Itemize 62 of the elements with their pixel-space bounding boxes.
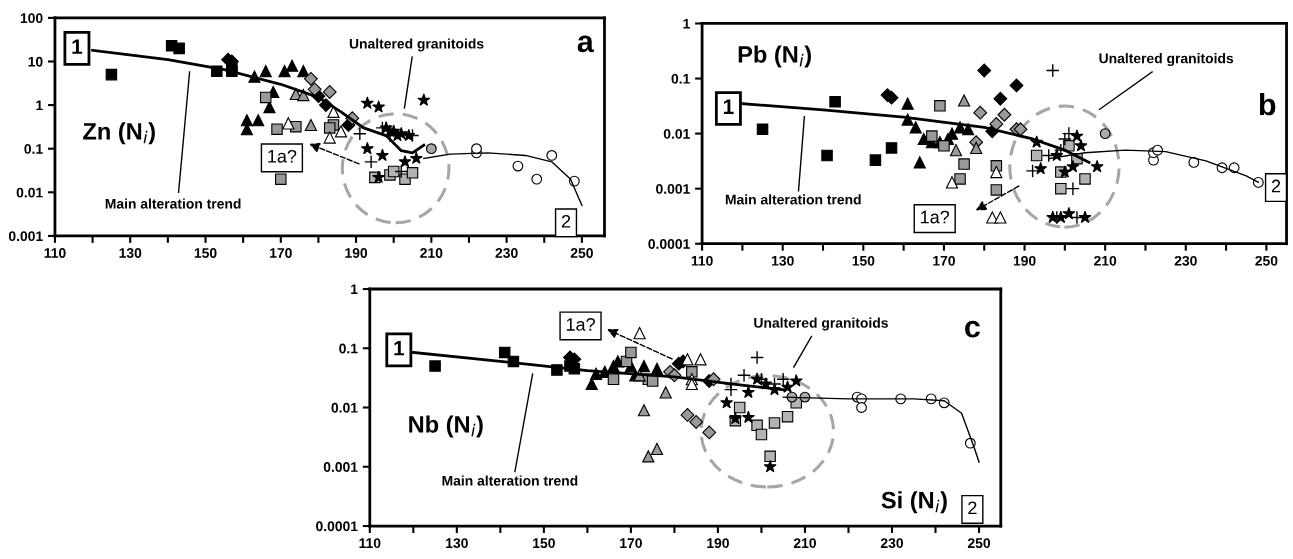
y-tick-label: 0.0001	[648, 239, 690, 249]
x-tick-label: 230	[495, 248, 518, 258]
x-tick-label: 250	[570, 248, 593, 258]
x-axis-title: Si (N$_{i}$)	[881, 491, 947, 514]
annotation: 1a?	[268, 149, 297, 163]
annotation: Unaltered granitoids	[754, 317, 888, 331]
x-tick-label: 130	[772, 255, 794, 266]
y-tick-label: 100	[20, 13, 43, 24]
annotation: b	[1259, 92, 1276, 116]
x-tick-label: 150	[194, 248, 217, 258]
y-tick-label: 0.1	[24, 144, 43, 154]
y-tick-label: 0.0001	[316, 521, 358, 532]
x-tick-label: 230	[1174, 255, 1197, 266]
x-tick-label: 110	[691, 255, 713, 266]
x-tick-label: 190	[1013, 255, 1036, 266]
y-tick-label: 1	[683, 18, 690, 29]
x-tick-label: 170	[270, 248, 292, 258]
annotation: 1	[723, 99, 734, 114]
y-tick-label: 0.1	[671, 73, 690, 84]
annotation: Main alteration trend	[725, 194, 861, 205]
annotation: Unaltered granitoids	[1099, 53, 1234, 67]
x-tick-label: 170	[620, 538, 642, 549]
y-axis-title: Nb (N$_{i}$)	[409, 415, 483, 438]
y-tick-label: 1	[36, 100, 43, 111]
x-tick-label: 170	[933, 255, 955, 266]
x-tick-label: 110	[359, 538, 381, 549]
annotation: Unaltered granitoids	[349, 38, 484, 52]
annotation: 1a?	[921, 210, 950, 224]
x-tick-label: 190	[707, 538, 729, 549]
annotation: 2	[561, 214, 571, 228]
annotation: 2	[1271, 179, 1281, 193]
y-tick-label: 0.01	[331, 402, 358, 413]
x-tick-label: 250	[967, 538, 991, 549]
annotation: Main alteration trend	[105, 198, 241, 209]
annotation: 1	[72, 39, 83, 54]
x-tick-label: 130	[119, 248, 142, 258]
annotation: a	[577, 35, 594, 53]
y-tick-label: 1	[351, 284, 358, 295]
y-tick-label: 0.1	[339, 343, 358, 354]
y-tick-label: 0.01	[16, 187, 43, 198]
annotation: 1	[394, 340, 405, 356]
x-tick-label: 230	[880, 538, 904, 549]
x-tick-label: 250	[1255, 255, 1278, 266]
x-tick-label: 210	[793, 538, 816, 549]
y-tick-label: 10	[28, 56, 43, 67]
annotation: 2	[968, 501, 977, 515]
y-tick-label: 0.01	[663, 128, 690, 139]
annotation: c	[965, 320, 980, 338]
x-tick-label: 130	[446, 538, 468, 549]
y-tick-label: 0.001	[323, 462, 358, 472]
y-tick-label: 0.001	[656, 184, 690, 194]
x-tick-label: 150	[852, 255, 875, 266]
y-axis-title: Pb (N$_{i}$)	[738, 45, 811, 68]
annotation: Main alteration trend	[442, 475, 578, 486]
x-tick-label: 210	[420, 248, 443, 258]
x-tick-label: 110	[44, 248, 66, 258]
y-axis-title: Zn (N$_{i}$)	[83, 122, 155, 145]
annotation: 1a?	[566, 318, 595, 331]
x-tick-label: 210	[1094, 255, 1117, 266]
x-tick-label: 150	[533, 538, 555, 549]
y-tick-label: 0.001	[8, 231, 43, 242]
x-tick-label: 190	[345, 248, 368, 258]
